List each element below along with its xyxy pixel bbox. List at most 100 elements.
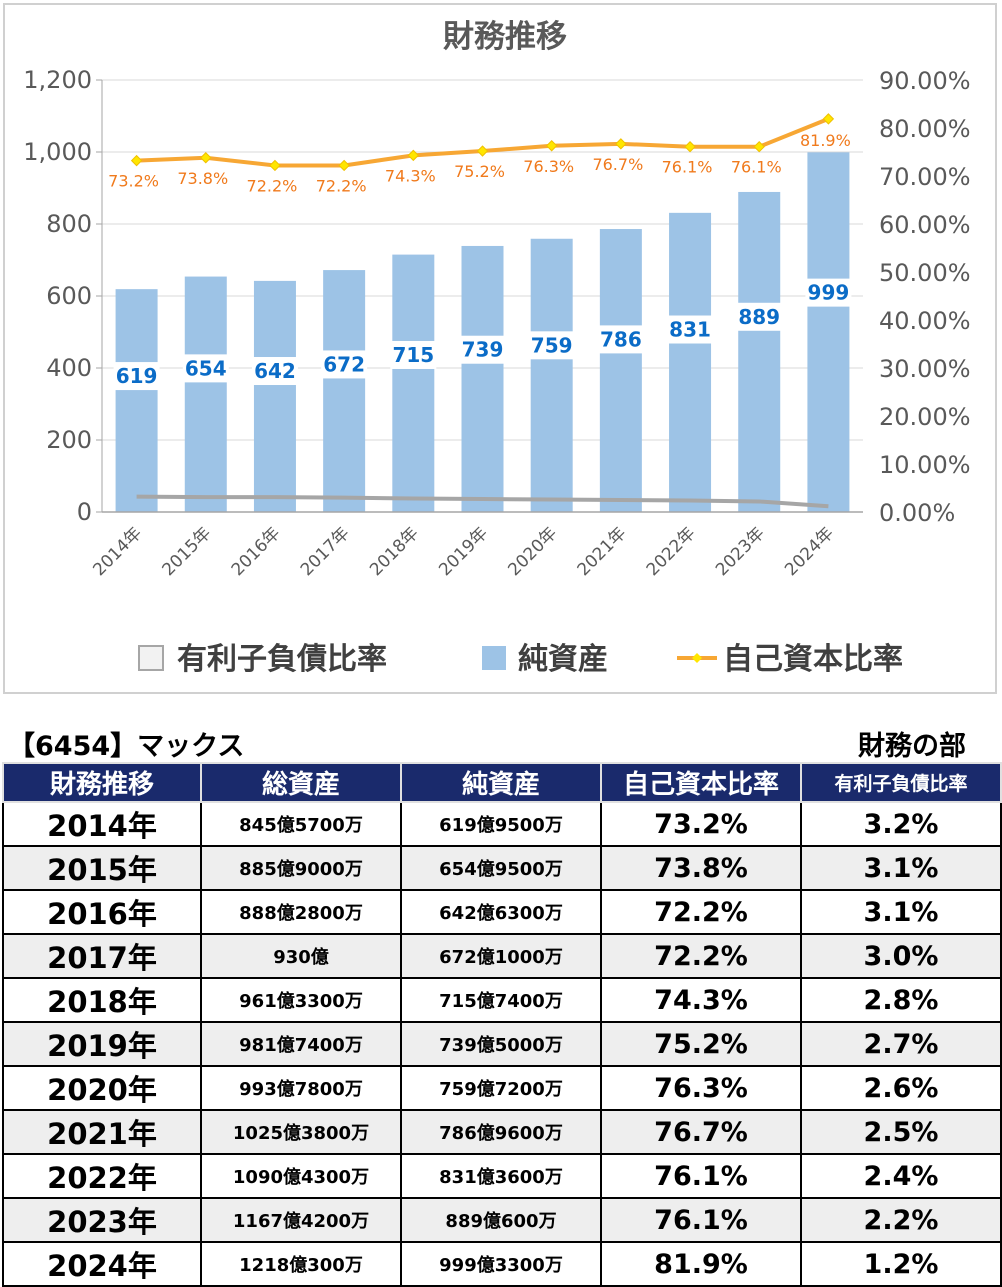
bar-label-bg — [667, 315, 714, 344]
equity-ratio-point — [545, 140, 558, 152]
bar-data-label: 715 — [392, 343, 434, 367]
x-tick-label: 2015年 — [159, 523, 216, 580]
left-tick-label: 600 — [46, 282, 92, 310]
cell-year: 2024年 — [2, 1241, 202, 1287]
bars: 619 654 642 672 715 739 759 786 831 889 999 — [113, 152, 852, 513]
x-tick-label: 2021年 — [574, 523, 631, 580]
equity-ratio-label: 72.2% — [316, 176, 367, 195]
bar-label-bg — [805, 278, 852, 307]
right-tick-label: 50.00% — [879, 259, 971, 287]
financial-chart: 財務推移 619 654 642 672 715 739 759 786 831 889 999 7… — [23, 19, 971, 677]
bar-label-bg — [113, 362, 160, 391]
cell-total-assets: 961億3300万 — [200, 977, 402, 1023]
chart-title: 財務推移 — [443, 19, 567, 55]
table-row: 2018年 961億3300万 715億7400万 74.3% 2.8% — [2, 977, 1002, 1023]
bar-data-label: 831 — [669, 318, 711, 342]
table-body: 2014年 845億5700万 619億9500万 73.2% 3.2% 2015年 885… — [2, 801, 1002, 1287]
header-year: 財務推移 — [2, 762, 202, 803]
bar — [184, 276, 227, 512]
equity-ratio-label: 73.8% — [177, 169, 228, 188]
table-row: 2024年 1218億300万 999億3300万 81.9% 1.2% — [2, 1241, 1002, 1287]
equity-ratio-label: 76.3% — [523, 157, 574, 176]
cell-net-assets: 889億600万 — [400, 1197, 602, 1243]
cell-year: 2020年 — [2, 1065, 202, 1111]
cell-total-assets: 1218億300万 — [200, 1241, 402, 1287]
bar — [807, 152, 850, 513]
cell-total-assets: 845億5700万 — [200, 801, 402, 847]
equity-ratio-point — [407, 149, 420, 162]
cell-year: 2014年 — [2, 801, 202, 847]
right-tick-label: 30.00% — [879, 355, 971, 383]
left-tick-label: 800 — [46, 210, 92, 238]
table-row: 2021年 1025億3800万 786億9600万 76.7% 2.5% — [2, 1109, 1002, 1155]
equity-ratio-label: 81.9% — [800, 131, 851, 150]
left-tick-label: 200 — [46, 426, 92, 454]
right-tick-label: 60.00% — [879, 211, 971, 239]
cell-debt-ratio: 2.4% — [800, 1153, 1002, 1199]
bar — [323, 270, 366, 512]
legend-label-equity-ratio: 自己資本比率 — [723, 642, 903, 677]
cell-net-assets: 672億1000万 — [400, 933, 602, 979]
bar-label-bg — [321, 350, 368, 379]
x-tick-label: 2024年 — [781, 523, 838, 580]
bar — [599, 229, 642, 513]
bar-label-bg — [528, 331, 575, 360]
cell-net-assets: 619億9500万 — [400, 801, 602, 847]
equity-ratio-label: 76.1% — [662, 158, 713, 177]
cell-debt-ratio: 3.1% — [800, 845, 1002, 891]
equity-ratio-label: 73.2% — [108, 172, 159, 191]
cell-total-assets: 930億 — [200, 933, 402, 979]
legend-swatch-debt-ratio — [138, 645, 164, 671]
chart-panel: 財務推移 619 654 642 672 715 739 759 786 831 889 999 7… — [3, 3, 997, 694]
cell-year: 2015年 — [2, 845, 202, 891]
table-header-row: 財務推移 総資産 純資産 自己資本比率 有利子負債比率 — [2, 762, 1002, 803]
header-net-assets: 純資産 — [400, 762, 602, 803]
bar-label-bg — [597, 325, 644, 354]
cell-equity-ratio: 76.1% — [600, 1153, 802, 1199]
bar-data-label: 786 — [600, 327, 642, 351]
right-tick-label: 90.00% — [879, 67, 971, 95]
cell-debt-ratio: 2.6% — [800, 1065, 1002, 1111]
header-debt-ratio: 有利子負債比率 — [800, 762, 1002, 803]
cell-debt-ratio: 2.5% — [800, 1109, 1002, 1155]
equity-ratio-label: 76.7% — [592, 155, 643, 174]
cell-equity-ratio: 75.2% — [600, 1021, 802, 1067]
equity-ratio-point — [130, 154, 143, 167]
x-tick-label: 2023年 — [712, 523, 769, 580]
left-tick-label: 1,000 — [23, 138, 92, 166]
bar-label-bg — [390, 340, 437, 369]
lines: 73.2% 73.8% 72.2% 72.2% 74.3% 75.2% 76.3% 76.7%… — [108, 113, 851, 509]
cell-net-assets: 654億9500万 — [400, 845, 602, 891]
equity-ratio-point — [476, 145, 489, 157]
financial-table: 財務推移 総資産 純資産 自己資本比率 有利子負債比率 2014年 845億570… — [2, 762, 1002, 1287]
table-row: 2016年 888億2800万 642億6300万 72.2% 3.1% — [2, 889, 1002, 935]
right-tick-label: 80.00% — [879, 115, 971, 143]
cell-equity-ratio: 76.7% — [600, 1109, 802, 1155]
equity-ratio-label: 74.3% — [385, 166, 436, 185]
left-tick-label: 400 — [46, 354, 92, 382]
cell-year: 2017年 — [2, 933, 202, 979]
bar-label-bg — [251, 357, 298, 386]
bar-label-bg — [459, 335, 506, 364]
cell-net-assets: 759億7200万 — [400, 1065, 602, 1111]
equity-ratio-point — [615, 138, 627, 150]
legend-swatch-net-assets — [482, 646, 506, 670]
cell-equity-ratio: 73.8% — [600, 845, 802, 891]
table-row: 2019年 981億7400万 739億5000万 75.2% 2.7% — [2, 1021, 1002, 1067]
cell-equity-ratio: 72.2% — [600, 933, 802, 979]
bar-data-label: 759 — [531, 333, 573, 357]
header-total-assets: 総資産 — [200, 762, 402, 803]
cell-debt-ratio: 3.0% — [800, 933, 1002, 979]
bar-data-label: 999 — [808, 281, 850, 305]
cell-year: 2022年 — [2, 1153, 202, 1199]
cell-total-assets: 1090億4300万 — [200, 1153, 402, 1199]
cell-total-assets: 885億9000万 — [200, 845, 402, 891]
x-tick-label: 2019年 — [435, 523, 492, 580]
cell-debt-ratio: 2.8% — [800, 977, 1002, 1023]
cell-total-assets: 1167億4200万 — [200, 1197, 402, 1243]
legend-label-debt-ratio: 有利子負債比率 — [177, 642, 387, 677]
legend: 有利子負債比率 純資産 自己資本比率 — [138, 642, 903, 677]
cell-equity-ratio: 73.2% — [600, 801, 802, 847]
cell-year: 2019年 — [2, 1021, 202, 1067]
cell-total-assets: 888億2800万 — [200, 889, 402, 935]
